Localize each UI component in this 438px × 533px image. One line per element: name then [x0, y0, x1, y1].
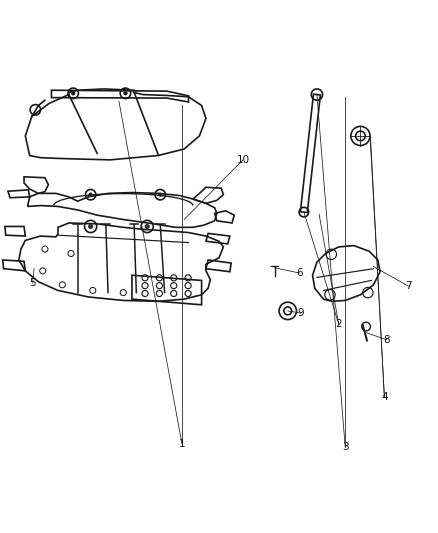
- Text: 8: 8: [383, 335, 390, 345]
- Circle shape: [123, 91, 127, 95]
- Text: 4: 4: [381, 392, 388, 402]
- Text: 9: 9: [297, 308, 304, 318]
- Text: 1: 1: [179, 439, 185, 449]
- Circle shape: [158, 192, 162, 197]
- Text: 3: 3: [342, 442, 349, 452]
- Text: 7: 7: [405, 281, 412, 291]
- Text: 10: 10: [237, 155, 250, 165]
- Circle shape: [71, 91, 75, 95]
- Circle shape: [88, 192, 93, 197]
- Text: 5: 5: [29, 278, 36, 288]
- Circle shape: [145, 224, 150, 229]
- Text: 6: 6: [296, 268, 303, 278]
- Circle shape: [88, 224, 93, 229]
- Text: 2: 2: [336, 319, 342, 329]
